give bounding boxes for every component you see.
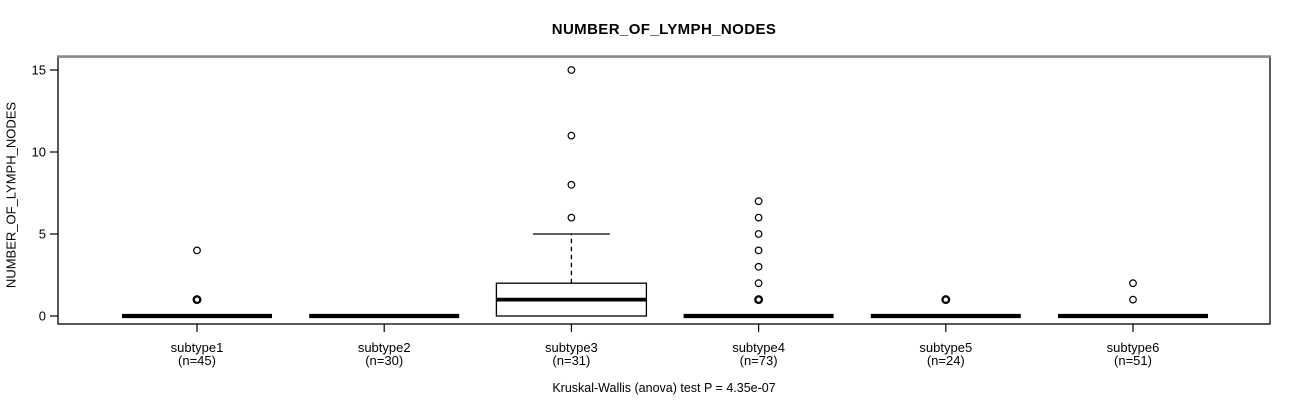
outlier-point — [754, 213, 763, 222]
category-label: subtype1 — [171, 340, 224, 355]
category-label: subtype3 — [545, 340, 598, 355]
y-tick-label: 0 — [39, 309, 46, 324]
outlier-point — [193, 246, 201, 255]
y-tick-label: 15 — [32, 63, 46, 78]
outlier-point — [567, 131, 576, 140]
y-tick-label: 5 — [39, 227, 46, 242]
category-count-label: (n=51) — [1114, 353, 1152, 368]
category-count-label: (n=30) — [365, 353, 403, 368]
outlier-point — [754, 295, 764, 305]
category-label: subtype6 — [1107, 340, 1160, 355]
plot-frame — [57, 56, 1271, 325]
outlier-point — [754, 262, 763, 271]
category-label: subtype2 — [358, 340, 411, 355]
outlier-point — [1129, 279, 1137, 288]
outlier-point — [567, 66, 576, 74]
outlier-point — [754, 230, 763, 238]
chart-title: NUMBER_OF_LYMPH_NODES — [551, 21, 777, 38]
category-count-label: (n=24) — [927, 353, 965, 368]
category-label: subtype5 — [919, 340, 972, 355]
outlier-point — [754, 246, 763, 255]
outlier-point — [754, 279, 763, 288]
outlier-point — [1129, 295, 1137, 304]
category-count-label: (n=31) — [552, 353, 590, 368]
footnote: Kruskal-Wallis (anova) test P = 4.35e-07 — [552, 381, 776, 395]
outlier-point — [567, 213, 576, 222]
outlier-point — [192, 295, 202, 305]
outlier-point — [754, 197, 763, 206]
outlier-point — [567, 180, 576, 189]
y-tick-label: 10 — [32, 145, 46, 160]
category-count-label: (n=73) — [740, 353, 778, 368]
category-count-label: (n=45) — [178, 353, 216, 368]
outlier-point — [941, 295, 951, 305]
category-label: subtype4 — [732, 340, 785, 355]
